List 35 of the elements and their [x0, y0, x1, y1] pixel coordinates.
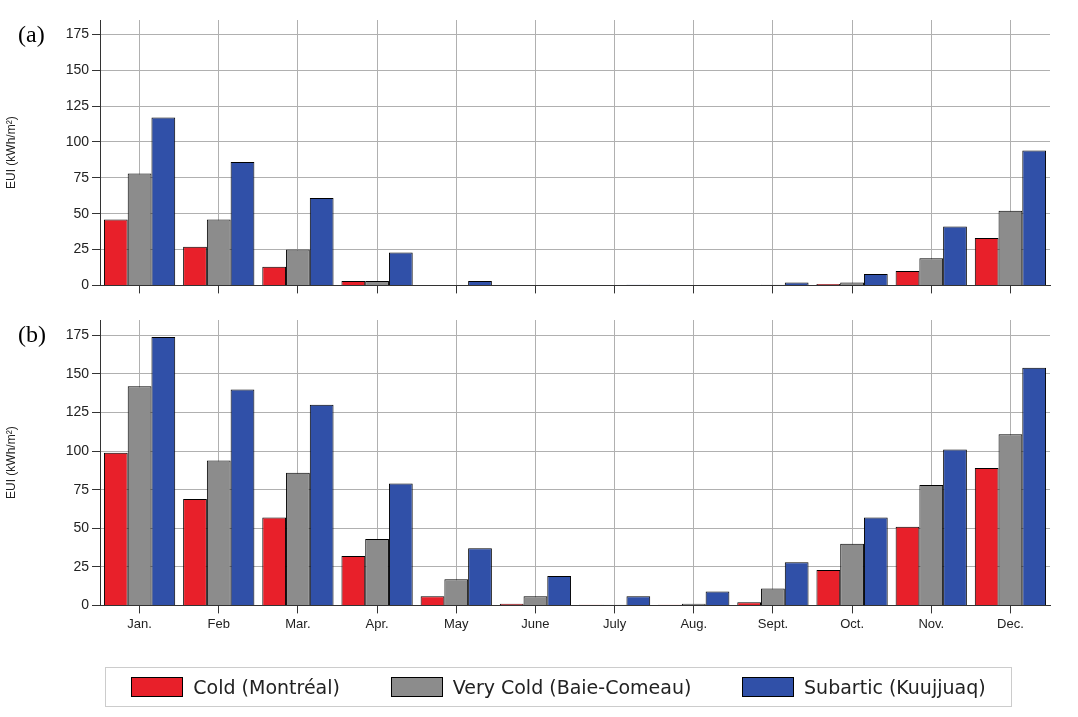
- y-tick-label: 125: [65, 96, 90, 113]
- y-tick-label: 125: [65, 403, 90, 420]
- x-tick-label: May: [443, 615, 470, 631]
- text: (a): [18, 21, 45, 48]
- x-tick-label: Mar.: [285, 615, 311, 631]
- text: (b): [18, 321, 46, 348]
- y-tick-label: 100: [65, 132, 90, 149]
- y-tick-label: 0: [81, 276, 90, 293]
- y-tick-label: 0: [81, 596, 90, 613]
- y-axis-title: EUI (kWh/m²): [3, 426, 18, 500]
- y-tick-label: 150: [65, 61, 90, 78]
- y-tick-label: 175: [65, 25, 90, 42]
- x-tick-label: Nov.: [918, 615, 945, 631]
- legend-label: Very Cold (Baie-Comeau): [452, 676, 692, 698]
- x-tick-label: Dec.: [997, 615, 1024, 631]
- x-tick-label: Apr.: [365, 615, 389, 631]
- y-tick-label: 50: [73, 204, 90, 221]
- y-tick-label: 25: [73, 557, 90, 574]
- legend-label: Subartic (Kuujjuaq): [804, 676, 986, 698]
- x-tick-label: July: [603, 615, 627, 631]
- x-tick-label: Sept.: [757, 615, 789, 631]
- y-tick-label: 175: [65, 326, 90, 343]
- x-tick-label: Aug.: [680, 615, 708, 631]
- x-tick-label: June: [521, 615, 550, 631]
- y-tick-label: 150: [65, 364, 90, 381]
- legend-label: Cold (Montréal): [193, 676, 340, 698]
- y-tick-label: 100: [65, 441, 90, 458]
- y-axis-title: EUI (kWh/m²): [3, 116, 18, 190]
- y-tick-label: 50: [73, 519, 90, 536]
- x-tick-label: Jan.: [127, 615, 152, 631]
- y-tick-label: 25: [73, 240, 90, 257]
- y-tick-label: 75: [73, 480, 90, 497]
- y-tick-label: 75: [73, 168, 90, 185]
- x-tick-label: Oct.: [840, 615, 865, 631]
- x-tick-label: Feb: [207, 615, 230, 631]
